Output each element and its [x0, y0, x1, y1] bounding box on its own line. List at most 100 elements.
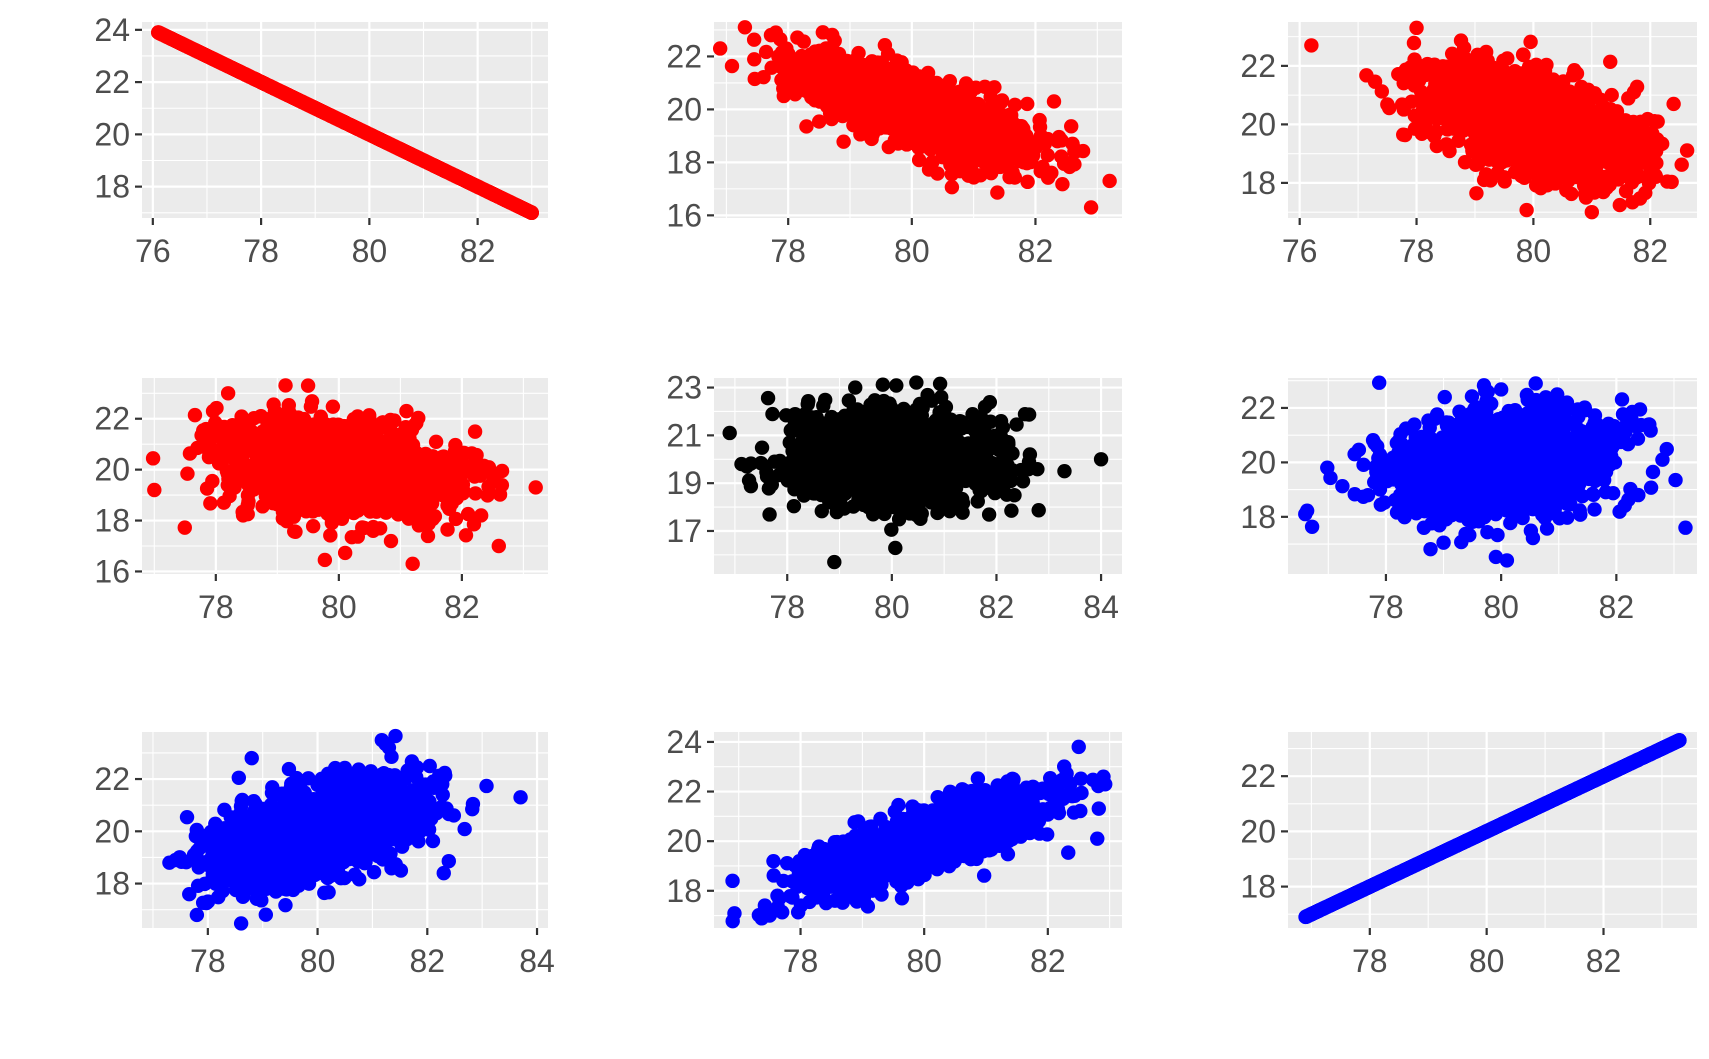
scatter-point [853, 86, 869, 101]
scatter-point [1374, 84, 1390, 99]
scatter-point [221, 59, 236, 74]
scatter-point [864, 131, 879, 147]
scatter-point [178, 38, 193, 53]
scatter-point [835, 84, 851, 99]
scatter-point [1633, 114, 1648, 130]
y-tick-label: 20 [666, 91, 702, 127]
scatter-point [1645, 166, 1660, 181]
scatter-point [1454, 91, 1469, 106]
scatter-point [1515, 47, 1531, 62]
scatter-point [1604, 87, 1619, 103]
scatter-point [962, 111, 978, 127]
scatter-point [1628, 139, 1644, 154]
y-tick-label: 22 [94, 64, 130, 100]
scatter-point [345, 119, 361, 134]
scatter-point [216, 495, 232, 510]
scatter-point [362, 127, 377, 142]
scatter-point [376, 134, 392, 149]
scatter-point [1532, 95, 1548, 110]
x-tick-label: 82 [1018, 233, 1054, 269]
scatter-point [807, 78, 822, 94]
scatter-point [967, 138, 982, 154]
scatter-point [1431, 77, 1447, 93]
x-tick-label: 82 [460, 233, 496, 269]
x-tick-label: 82 [1632, 233, 1668, 269]
scatter-point [1603, 54, 1618, 69]
scatter-point [1469, 186, 1484, 201]
scatter-point [1584, 158, 1600, 173]
scatter-point [1496, 131, 1511, 147]
scatter-point [999, 157, 1015, 172]
scatter-point [1558, 94, 1573, 109]
scatter-point [1579, 90, 1594, 106]
scatter-point [1574, 141, 1589, 156]
scatter-point [1020, 96, 1035, 112]
y-tick-label: 20 [1240, 106, 1276, 142]
scatter-point [1016, 153, 1031, 168]
scatter-point [768, 25, 784, 40]
scatter-point [1604, 127, 1619, 142]
scatter-point [1638, 185, 1653, 201]
scatter-point [194, 46, 209, 61]
scatter-point [799, 119, 814, 134]
scatter-point [747, 52, 762, 67]
scatter-point [1304, 38, 1319, 53]
scatter-point [1470, 93, 1485, 109]
scatter-point [1590, 106, 1605, 122]
scatter-point [983, 129, 998, 145]
scatter-point [823, 75, 839, 91]
scatter-point [878, 64, 894, 79]
scatter-point [524, 205, 539, 220]
scatter-point [1046, 94, 1062, 109]
scatter-point [1499, 153, 1514, 168]
scatter-point [1619, 168, 1634, 184]
scatter-point [1666, 96, 1681, 112]
scatter-point [1065, 136, 1080, 152]
scatter-point [737, 20, 753, 35]
scatter-point [836, 68, 851, 83]
scatter-point [278, 378, 293, 393]
scatter-point [863, 117, 879, 133]
scatter-point [502, 195, 518, 210]
scatter-point [814, 92, 829, 107]
scatter-point [331, 112, 347, 127]
scatter-point [836, 134, 851, 149]
scatter-point [891, 64, 907, 79]
scatter-point [776, 81, 791, 96]
scatter-point [1486, 60, 1501, 76]
x-tick-label: 80 [894, 233, 930, 269]
scatter-point [990, 185, 1005, 200]
scatter-point [1584, 204, 1600, 220]
scatter-point [1441, 98, 1456, 113]
scatter-point [878, 117, 893, 132]
scatter-point [1409, 20, 1424, 36]
scatter-point [790, 30, 805, 45]
scatter-point [1559, 169, 1575, 185]
scatter-point [815, 25, 831, 40]
scatter-point [1546, 72, 1561, 87]
scatter-point [1002, 107, 1017, 123]
x-tick-label: 78 [243, 233, 279, 269]
scatter-point [1467, 120, 1482, 136]
scatter-point [1520, 128, 1535, 144]
scatter-point [1533, 180, 1548, 196]
scatter-point [848, 106, 863, 121]
scatter-point [901, 114, 916, 130]
scatter-point [1064, 119, 1079, 134]
scatter-point [253, 74, 269, 90]
scatter-point [1679, 143, 1695, 158]
scatter-point [746, 32, 762, 47]
scatter-point [337, 545, 353, 561]
scatter-point [712, 41, 728, 56]
scatter-point [1609, 104, 1625, 119]
scatter-point [1396, 102, 1411, 117]
scatter-point [1625, 195, 1640, 210]
scatter-point [1674, 157, 1689, 172]
scatter-point [1452, 109, 1468, 125]
scatter-point [1454, 77, 1469, 92]
scatter-point [1533, 66, 1548, 82]
scatter-point [851, 45, 866, 61]
scatter-point [835, 108, 850, 124]
scatter-point [1004, 124, 1020, 140]
